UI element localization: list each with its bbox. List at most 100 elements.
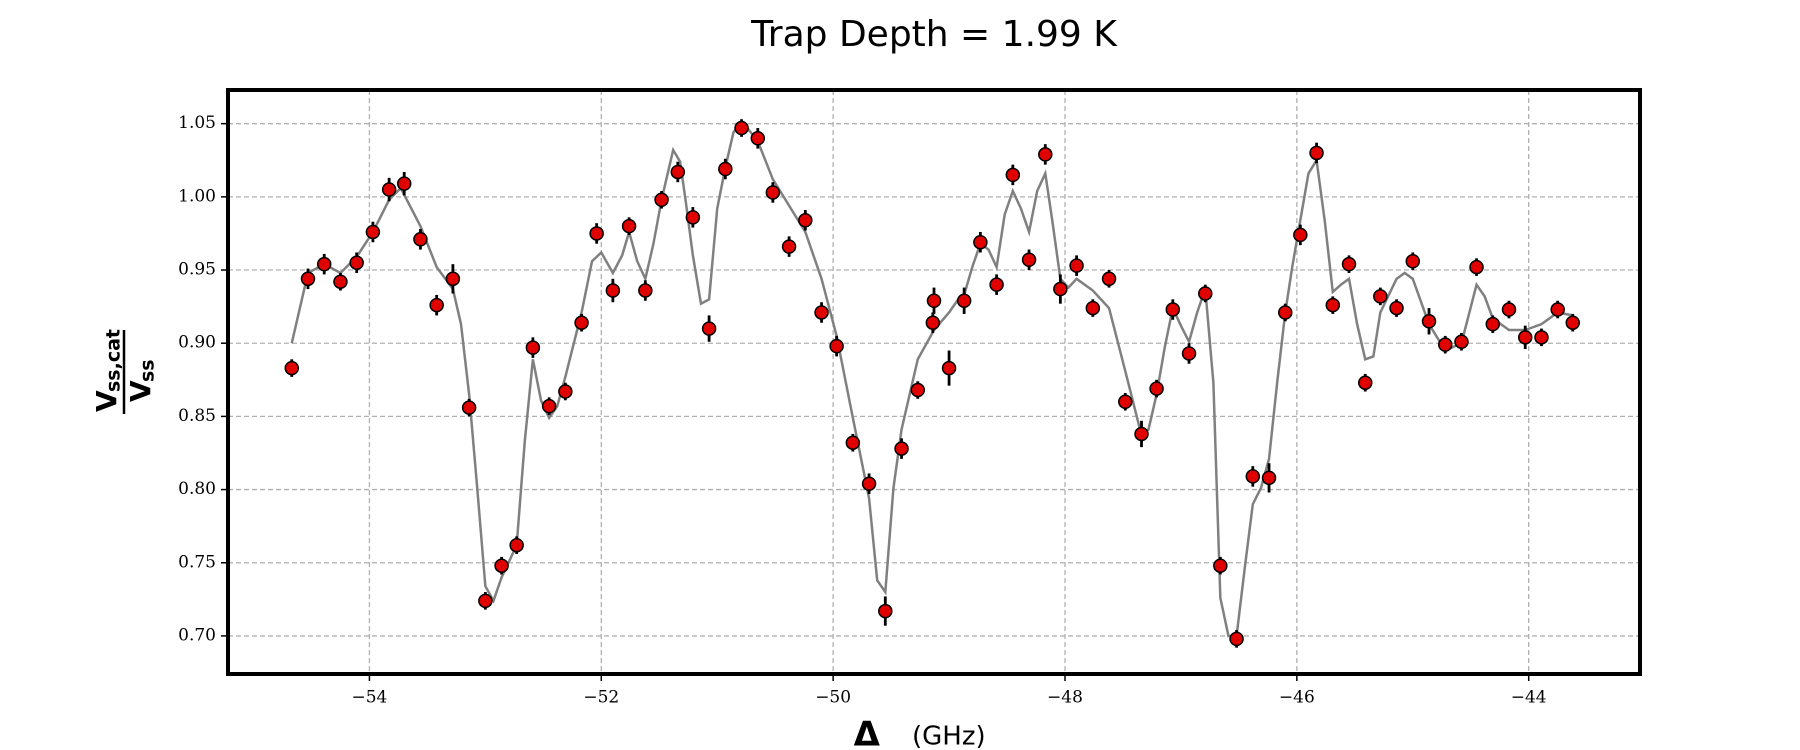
y-label-numerator-sub: ss,cat [103,329,125,392]
data-point [284,360,300,376]
chart-title: Trap Depth = 1.99 K [750,14,1118,55]
data-point [1325,297,1341,313]
x-tick-label: −48 [1047,688,1083,708]
data-point [1485,316,1501,332]
data-point [1261,470,1277,486]
y-tick-label: 1.05 [178,113,216,133]
data-point [638,283,653,298]
data-point [1534,330,1549,345]
data-point [558,384,573,399]
data-point [589,226,604,241]
x-axis-symbol: Δ [854,715,881,750]
data-point [956,293,972,309]
data-point [300,271,316,287]
data-point [1069,258,1084,273]
data-point [1213,558,1228,573]
data-point [925,315,941,330]
data-point [973,234,988,250]
data-point [1405,253,1421,269]
data-point [333,274,348,289]
data-point [461,400,477,415]
data-point [941,360,957,376]
data-point [1005,167,1021,183]
x-tick-label: −44 [1511,688,1547,708]
y-tick-label: 0.95 [178,260,216,280]
data-point [1469,259,1484,275]
data-point [1165,302,1181,317]
data-point [1309,145,1324,161]
y-tick-label: 0.80 [178,479,216,499]
data-point [670,164,686,180]
x-axis-unit: (GHz) [912,722,986,750]
y-label-numerator-base: V [90,390,123,412]
data-point [525,340,541,355]
data-point [845,435,861,450]
data-point [701,321,717,336]
y-axis-label: V ss,cat V ss [90,329,159,414]
data-point [829,338,844,354]
x-tick-label: −50 [815,688,851,708]
y-tick-label: 0.90 [178,333,216,353]
x-tick-label: −54 [351,688,387,708]
data-point [878,603,893,619]
data-point [1245,469,1261,484]
data-point [1501,302,1517,317]
data-point [685,210,701,225]
y-tick-label: 0.70 [178,625,216,645]
data-point [1278,305,1293,320]
data-point [750,131,766,146]
data-point [718,161,733,177]
y-label-denominator-base: V [124,380,157,402]
data-point [1550,302,1565,317]
data-point [445,271,461,287]
data-point [1517,330,1533,345]
data-point [654,192,669,208]
data-point [1454,334,1469,349]
data-point [1358,375,1373,390]
data-point [574,315,589,330]
y-tick-label: 1.00 [178,186,216,206]
data-point [989,277,1004,292]
data-point [861,476,877,491]
data-point [765,185,781,200]
x-tick-label: −46 [1279,688,1315,708]
data-point [1118,394,1133,410]
data-point [478,593,493,609]
data-point [1101,271,1117,287]
data-point [605,283,621,298]
data-point [1198,286,1213,301]
data-point [621,218,637,234]
data-point [1373,289,1388,304]
data-point [1565,315,1581,330]
data-point [1053,281,1068,297]
data-point [734,120,749,136]
data-point [316,256,332,272]
data-point [1341,256,1357,272]
data-point [429,297,444,313]
data-point [1229,631,1244,647]
data-point [910,382,926,398]
data-point [1134,426,1149,442]
data-point [541,398,557,414]
data-point [509,537,524,553]
y-tick-label: 0.75 [178,552,216,572]
data-point [926,293,942,309]
data-point [781,239,797,254]
data-point [365,224,381,240]
data-point [413,232,428,247]
data-point [349,255,364,270]
x-tick-label: −52 [583,688,619,708]
data-point [494,558,509,573]
data-point [1389,300,1404,316]
data-point [1085,300,1101,316]
data-point [1149,381,1164,396]
data-point [1293,227,1308,243]
data-point [1181,346,1197,361]
data-point [798,213,813,228]
data-point [396,176,412,191]
y-label-denominator-sub: ss [137,359,159,382]
plot-frame [226,88,1642,676]
data-point [814,305,829,320]
